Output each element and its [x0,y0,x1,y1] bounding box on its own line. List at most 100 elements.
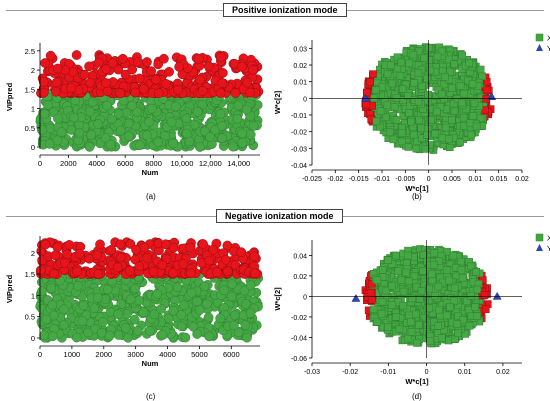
vip-point-high [218,68,228,78]
vip-point-low [229,310,240,321]
vip-point-low [46,283,57,293]
vip-point-high [79,69,90,80]
loading-point-x [432,107,441,116]
vip-point-low [123,131,134,142]
y-tick-label: 0 [303,294,307,301]
vip-point-low [195,142,205,152]
vip-point-low [78,300,89,311]
loading-point-x [417,124,426,133]
loading-point-x [433,52,442,61]
vip-point-low [239,285,250,296]
x-axis-label: Num [142,359,159,368]
vip-point-high [146,66,157,76]
loading-point-x [456,82,465,90]
vip-point-high [107,58,118,69]
vip-point-low [248,121,259,131]
loading-point-x [428,270,436,278]
vip-point-low [74,127,85,138]
legend-x-label: X [547,34,550,43]
vip-point-high [132,57,143,68]
y-tick-label: 1.5 [25,85,35,94]
loading-point-x [414,68,423,77]
vip-point-low [181,113,192,124]
vip-point-high [249,251,260,262]
x-axis-label: Num [142,168,159,177]
vip-point-low [156,303,167,314]
y-tick-label: -0.06 [291,356,307,363]
x-tick-label: 3000 [127,350,144,359]
loading-point-x [466,291,475,300]
loading-point-x [472,122,481,131]
vip-point-low [132,325,143,336]
vip-point-low [219,285,229,296]
vip-point-high [62,249,73,260]
vip-point-low [130,283,140,294]
loading-point-x [427,116,435,124]
loading-point-x [405,277,413,286]
loading-point-x [420,54,428,62]
vip-point-high [157,260,168,271]
vip-point-high [35,265,46,276]
vip-point-high [115,88,126,98]
x-tick-label: -0.01 [380,369,396,376]
vip-point-high [101,64,112,74]
loading-point-x [450,60,458,68]
loading-point-x [472,268,480,276]
vip-point-high [51,77,62,88]
loading-point-x [461,330,470,338]
loading-point-x [459,113,468,122]
vip-point-high [124,265,135,276]
loading-point-x [418,82,426,90]
chart-b: -0.04-0.03-0.02-0.0100.010.020.03-0.025-… [273,34,550,194]
vip-point-high [217,78,228,89]
loading-point-x [410,79,418,87]
vip-point-high [193,53,204,64]
loading-point-x [407,328,416,336]
loading-point-x [399,287,408,296]
vip-point-low [166,117,177,127]
loading-point-x [448,84,456,92]
vip-point-low [115,125,126,136]
vip-point-high [72,266,82,277]
y-tick-label: 2.5 [25,47,35,56]
loading-point-x [397,276,406,285]
loading-point-x [459,316,467,324]
vip-point-high [153,88,164,98]
vip-point-low [146,103,157,114]
loading-point-x [419,250,428,259]
vip-point-low [240,320,251,330]
vip-point-low [92,292,103,303]
x-tick-label: 0 [425,369,429,376]
vip-point-low [176,310,187,320]
vip-point-low [141,130,152,141]
vip-point-low [37,124,48,135]
x-tick-label: 0.02 [515,176,529,183]
vip-point-high [40,239,51,250]
vip-point-low [201,299,212,309]
y-axis-label: VIPpred [5,274,14,303]
legend-y-label: Y [547,244,550,253]
negative-mode-title: Negative ionization mode [216,209,343,223]
loading-point-x [478,72,487,81]
loading-point-x [386,61,395,70]
loading-point-x [377,310,386,318]
loading-point-x [416,294,424,303]
loading-point-x [373,318,382,326]
vip-point-low [132,107,142,117]
loading-point-x [417,287,426,295]
x-tick-label: -0.02 [327,176,343,183]
vip-point-low [192,296,203,307]
y-tick-label: -0.04 [291,335,307,342]
x-axis-label: W*c[1] [405,184,429,193]
vip-point-low [245,129,256,140]
vip-point-high [48,268,59,279]
vip-point-high [84,61,94,72]
x-tick-label: -0.01 [374,176,390,183]
x-tick-label: 0.01 [458,369,472,376]
loading-point-x [437,90,446,99]
vip-point-low [204,331,215,342]
y-tick-label: 0 [31,334,35,343]
vip-point-low [228,141,238,152]
legend-x-marker [535,233,544,242]
x-tick-label: -0.015 [349,176,369,183]
